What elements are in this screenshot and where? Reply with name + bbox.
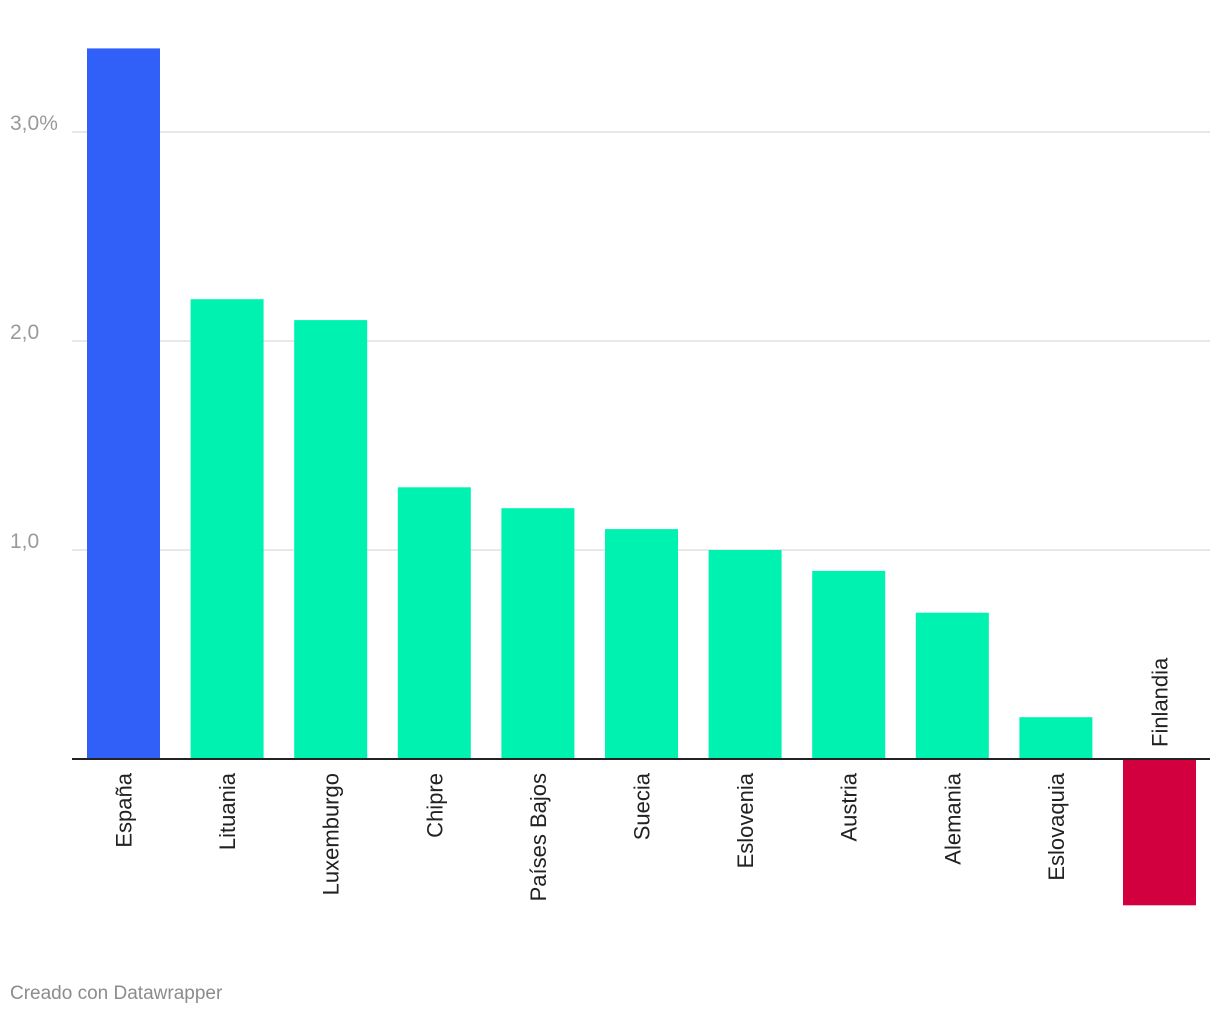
category-label: Luxemburgo <box>319 773 344 895</box>
y-axis-ticks: 1,0 2,0 3,0% <box>10 112 58 553</box>
bars <box>87 48 1196 906</box>
bar <box>397 487 471 759</box>
credit-footer: Creado con Datawrapper <box>10 983 223 1004</box>
category-label: España <box>112 772 137 847</box>
category-label: Eslovenia <box>733 772 758 868</box>
category-label: Austria <box>837 772 862 841</box>
bar <box>605 529 678 759</box>
category-label: Alemania <box>940 772 965 864</box>
bar <box>708 550 782 759</box>
bar <box>87 48 160 759</box>
y-tick-label: 1,0 <box>10 530 39 553</box>
category-label: Suecia <box>630 772 655 840</box>
bar <box>190 299 264 759</box>
category-label: Países Bajos <box>526 773 551 901</box>
category-label: Chipre <box>422 773 447 838</box>
bar <box>294 320 368 759</box>
bar <box>915 612 989 759</box>
category-label: Eslovaquia <box>1044 772 1069 880</box>
bar-chart: España Lituania Luxemburgo Chipre Países Baj… <box>10 48 1210 906</box>
chart-canvas: España Lituania Luxemburgo Chipre Países Baj… <box>10 48 1210 906</box>
category-label: Lituania <box>215 772 240 850</box>
y-tick-label: 2,0 <box>10 321 39 344</box>
category-labels: España Lituania Luxemburgo Chipre Países Baj… <box>112 657 1173 901</box>
bar <box>812 570 886 759</box>
y-tick-label: 3,0% <box>10 112 58 135</box>
bar <box>1123 759 1196 906</box>
category-label: Finlandia <box>1148 657 1173 747</box>
bar <box>1019 717 1093 759</box>
bar <box>501 508 575 759</box>
